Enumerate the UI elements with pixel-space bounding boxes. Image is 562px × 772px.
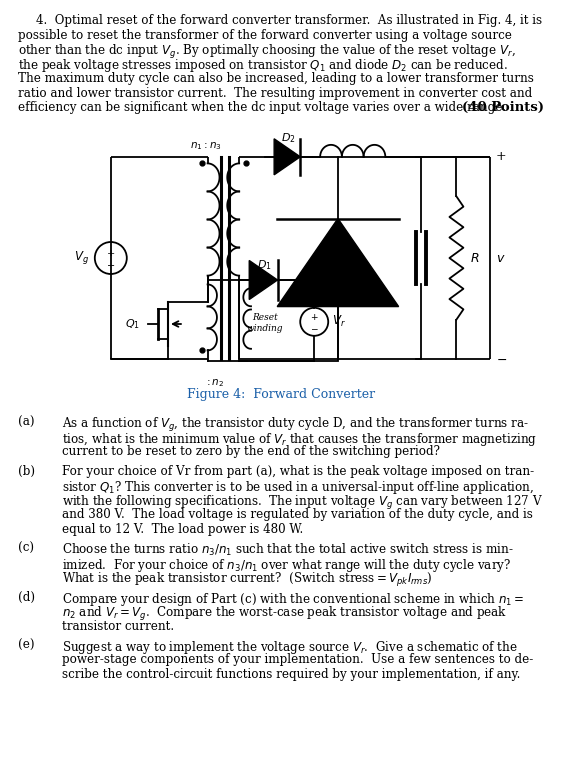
Text: (e): (e) <box>18 639 34 652</box>
Text: +: + <box>310 313 318 322</box>
Text: +: + <box>107 249 115 258</box>
Text: and 380 V.  The load voltage is regulated by variation of the duty cycle, and is: and 380 V. The load voltage is regulated… <box>62 508 533 521</box>
Text: efficiency can be significant when the dc input voltage varies over a wide range: efficiency can be significant when the d… <box>18 101 506 114</box>
Text: imized.  For your choice of $n_3/n_1$ over what range will the duty cycle vary?: imized. For your choice of $n_3/n_1$ ove… <box>62 557 511 574</box>
Text: For your choice of Vr from part (a), what is the peak voltage imposed on tran-: For your choice of Vr from part (a), wha… <box>62 465 534 478</box>
Text: ratio and lower transistor current.  The resulting improvement in converter cost: ratio and lower transistor current. The … <box>18 86 532 100</box>
Text: Choose the turns ratio $n_3/n_1$ such that the total active switch stress is min: Choose the turns ratio $n_3/n_1$ such th… <box>62 542 514 558</box>
Text: sistor $Q_1$? This converter is to be used in a universal-input off-line applica: sistor $Q_1$? This converter is to be us… <box>62 479 534 496</box>
Text: As a function of $V_g$, the transistor duty cycle D, and the transformer turns r: As a function of $V_g$, the transistor d… <box>62 416 529 434</box>
Polygon shape <box>277 218 398 306</box>
Text: (b): (b) <box>18 465 35 478</box>
Text: with the following specifications.  The input voltage $V_g$ can vary between 127: with the following specifications. The i… <box>62 493 543 512</box>
Text: possible to reset the transformer of the forward converter using a voltage sourc: possible to reset the transformer of the… <box>18 29 512 42</box>
Text: $D_1$: $D_1$ <box>257 258 272 272</box>
Text: (c): (c) <box>18 542 34 555</box>
Text: The maximum duty cycle can also be increased, leading to a lower transformer tur: The maximum duty cycle can also be incre… <box>18 72 534 85</box>
Text: $v$: $v$ <box>496 252 506 265</box>
Text: $Q_1$: $Q_1$ <box>125 317 140 331</box>
Bar <box>239 280 338 361</box>
Text: tios, what is the minimum value of $V_r$ that causes the transformer magnetizing: tios, what is the minimum value of $V_r$… <box>62 431 537 448</box>
Text: (40 Points): (40 Points) <box>462 101 544 114</box>
Text: scribe the control-circuit functions required by your implementation, if any.: scribe the control-circuit functions req… <box>62 668 520 681</box>
Text: the peak voltage stresses imposed on transistor $Q_1$ and diode $D_2$ can be red: the peak voltage stresses imposed on tra… <box>18 57 507 75</box>
Text: $n_2$ and $V_r = V_g$.  Compare the worst-case peak transistor voltage and peak: $n_2$ and $V_r = V_g$. Compare the worst… <box>62 605 507 623</box>
Text: equal to 12 V.  The load power is 480 W.: equal to 12 V. The load power is 480 W. <box>62 523 303 536</box>
Text: transistor current.: transistor current. <box>62 619 174 632</box>
Text: +: + <box>496 151 506 164</box>
Polygon shape <box>249 260 278 300</box>
Text: Suggest a way to implement the voltage source $V_r$.  Give a schematic of the: Suggest a way to implement the voltage s… <box>62 639 518 656</box>
Text: Figure 4:  Forward Converter: Figure 4: Forward Converter <box>187 388 375 401</box>
Text: other than the dc input $V_g$. By optimally choosing the value of the reset volt: other than the dc input $V_g$. By optima… <box>18 43 516 61</box>
Text: 4.  Optimal reset of the forward converter transformer.  As illustrated in Fig. : 4. Optimal reset of the forward converte… <box>36 14 542 27</box>
Text: $: n_2$: $: n_2$ <box>203 377 224 388</box>
Text: Compare your design of Part (c) with the conventional scheme in which $n_1 =$: Compare your design of Part (c) with the… <box>62 591 524 608</box>
Text: What is the peak transistor current?  (Switch stress$= V_{pk}I_{rms}$): What is the peak transistor current? (Sw… <box>62 571 433 589</box>
Text: Reset
winding: Reset winding <box>247 313 283 333</box>
Text: power-stage components of your implementation.  Use a few sentences to de-: power-stage components of your implement… <box>62 654 533 666</box>
Text: $D_3$: $D_3$ <box>345 262 360 276</box>
Text: $-$: $-$ <box>310 323 319 332</box>
Text: $R$: $R$ <box>470 252 480 265</box>
Text: $-$: $-$ <box>106 260 115 269</box>
Text: $V_r$: $V_r$ <box>332 314 346 330</box>
Text: $D_2$: $D_2$ <box>281 131 296 145</box>
Text: $n_1 : n_3$: $n_1 : n_3$ <box>190 141 221 152</box>
Polygon shape <box>274 139 300 174</box>
Text: (d): (d) <box>18 591 35 604</box>
Text: $V_g$: $V_g$ <box>74 249 89 266</box>
Text: $-$: $-$ <box>496 353 507 366</box>
Text: current to be reset to zero by the end of the switching period?: current to be reset to zero by the end o… <box>62 445 440 458</box>
Text: (a): (a) <box>18 416 34 429</box>
